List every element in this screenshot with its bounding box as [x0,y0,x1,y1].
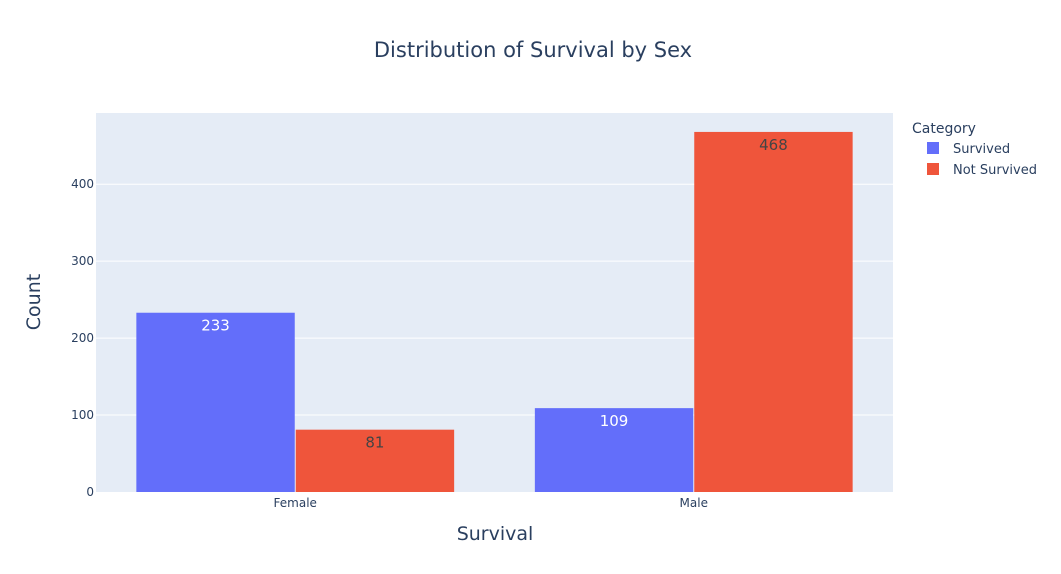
legend-title: Category [912,121,976,137]
y-axis-title: Count [23,274,45,330]
bar-data-label: 81 [365,434,384,452]
legend-swatch[interactable] [927,142,939,154]
legend-items: Survived Not Survived [927,142,1037,178]
legend-item-label[interactable]: Not Survived [953,163,1037,178]
legend-item-label[interactable]: Survived [953,142,1010,157]
bar-labels-group: 233 81 109 468 [201,136,788,452]
legend-swatch[interactable] [927,163,939,175]
x-axis-title: Survival [457,523,534,545]
bar[interactable] [534,408,694,492]
chart-title: Distribution of Survival by Sex [374,38,692,62]
y-tick-label: 200 [71,331,94,345]
bar-data-label: 468 [759,136,788,154]
bar[interactable] [295,429,455,492]
x-tick-label: Male [680,496,708,510]
bar-data-label: 109 [600,412,629,430]
y-tick-label: 400 [71,177,94,191]
bar-data-label: 233 [201,317,230,335]
x-axis-ticks: Female Male [274,496,708,510]
bar[interactable] [136,312,295,492]
bars-group [136,131,853,492]
legend[interactable]: Category Survived Not Survived [912,121,1037,178]
y-tick-label: 0 [86,485,94,499]
bar[interactable] [694,131,853,492]
y-tick-label: 100 [71,408,94,422]
y-tick-label: 300 [71,254,94,268]
y-axis-ticks: 0 100 200 300 400 [71,177,94,499]
x-tick-label: Female [274,496,317,510]
